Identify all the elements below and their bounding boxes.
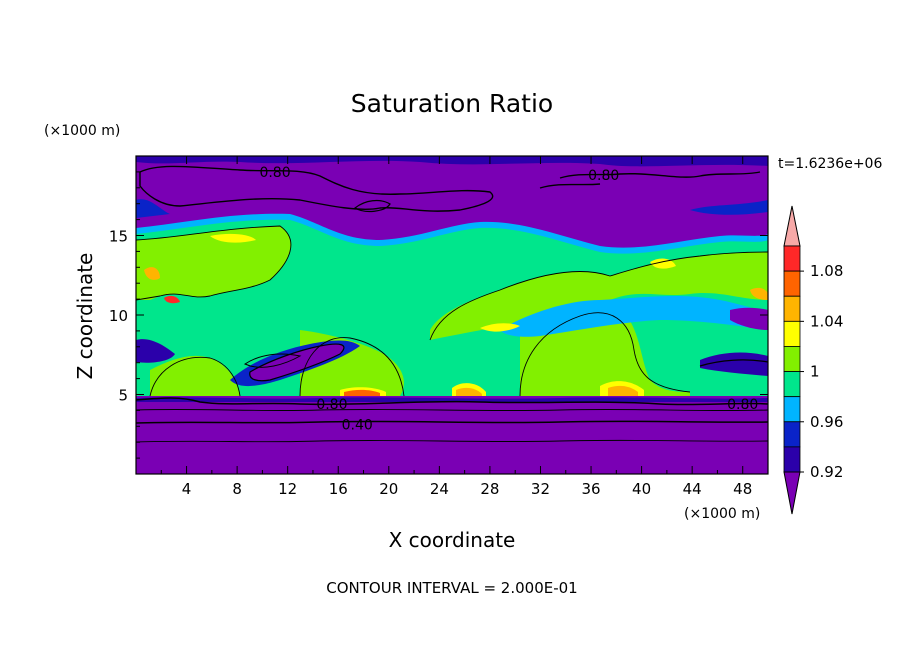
contour-line-040 <box>136 420 768 424</box>
x-tick-label: 32 <box>531 480 550 498</box>
contour-line-bottom-1 <box>136 408 768 412</box>
field-bottom-purple <box>136 396 768 474</box>
chart-title: Saturation Ratio <box>351 89 553 118</box>
contour-line-intrusion-right <box>699 359 768 367</box>
colorbar-segment <box>783 245 801 272</box>
x-tick-label: 48 <box>733 480 752 498</box>
y-tick-label: 15 <box>109 228 128 246</box>
colorbar-segment <box>783 446 801 473</box>
contour-line-lower-left <box>149 356 241 397</box>
colorbar-tick-label: 1.04 <box>810 312 843 330</box>
y-tick-label: 5 <box>118 387 128 405</box>
x-tick-label: 28 <box>480 480 499 498</box>
x-tick-label: 4 <box>182 480 192 498</box>
field-green-right <box>430 252 768 340</box>
contour-line-intrusion-left <box>249 343 345 382</box>
colorbar-bottom-triangle <box>783 471 801 515</box>
field-green-left-lower <box>150 355 240 396</box>
x-axis-label: X coordinate <box>389 528 516 552</box>
colorbar-segment <box>783 295 801 322</box>
contour-label: 0.80 <box>259 165 290 181</box>
colorbar-tick-label: 1 <box>810 363 820 381</box>
colorbar: 0.92 0.96 1 1.04 1.08 <box>783 205 843 515</box>
field-warm-patch-7 <box>144 267 160 280</box>
field-warm-patch-8 <box>210 233 256 243</box>
colorbar-tick-label: 0.92 <box>810 463 843 481</box>
contour-label: 0.80 <box>727 397 758 413</box>
x-tick-label: 24 <box>430 480 449 498</box>
colorbar-segment <box>783 371 801 398</box>
contour-line-top-left <box>139 165 494 212</box>
colorbar-segment <box>783 270 801 297</box>
field-warm-patch-12 <box>750 287 768 300</box>
colorbar-segment <box>783 346 801 372</box>
x-tick-label: 16 <box>329 480 348 498</box>
field-warm-patch-11 <box>650 258 676 269</box>
contour-line-top-right <box>539 171 761 189</box>
contour-field <box>136 156 768 474</box>
x-tick-label: 44 <box>683 480 702 498</box>
contour-line-080-lower <box>136 397 768 406</box>
contour-label: 0.80 <box>588 168 619 184</box>
field-warm-patch-6 <box>608 385 638 396</box>
contour-label: 0.80 <box>316 397 347 413</box>
time-label: t=1.6236e+06 <box>778 156 882 172</box>
y-axis-label: Z coordinate <box>73 253 97 380</box>
colorbar-segment <box>783 421 801 448</box>
x-axis-ticks: 4 8 12 16 20 24 28 32 36 40 44 48 <box>160 156 752 498</box>
contour-line-bottom-2 <box>136 439 768 443</box>
field-purple-intrusion-farright <box>700 352 768 376</box>
colorbar-tick-label: 0.96 <box>810 413 843 431</box>
colorbar-segment <box>783 320 801 347</box>
field-warm-patch-10 <box>480 323 520 332</box>
colorbar-top-triangle <box>783 205 801 247</box>
field-blue-intrusion-right <box>500 295 768 337</box>
y-unit-label: (×1000 m) <box>44 123 120 139</box>
field-purple-intrusion-right <box>730 307 768 330</box>
x-tick-label: 8 <box>232 480 242 498</box>
contour-line-mid-left <box>299 337 405 397</box>
field-warm-patch-2 <box>344 389 380 396</box>
contour-labels: 0.80 0.80 0.80 0.80 0.40 <box>259 165 758 434</box>
colorbar-tick-label: 1.08 <box>810 262 843 280</box>
x-unit-label: (×1000 m) <box>684 506 760 522</box>
contour-line-top-mid <box>353 199 391 213</box>
x-tick-label: 40 <box>632 480 651 498</box>
contour-interval-label: CONTOUR INTERVAL = 2.000E-01 <box>326 579 577 597</box>
contour-line-green-right <box>429 251 768 341</box>
contour-line-intrusion-left-2 <box>243 353 302 368</box>
field-bottom-dark-strip <box>136 397 768 402</box>
x-tick-label: 12 <box>278 480 297 498</box>
field-green-upper <box>136 226 291 300</box>
field-warm-patch-4 <box>456 387 482 396</box>
y-tick-label: 10 <box>109 307 128 325</box>
field-warm-patch-9 <box>164 295 180 304</box>
y-axis-ticks: 5 10 15 <box>109 171 768 459</box>
colorbar-segment <box>783 396 801 423</box>
field-purple-intrusion-farleft <box>136 339 175 363</box>
contour-label: 0.40 <box>342 418 373 434</box>
contour-line-green-boundary <box>136 225 292 301</box>
x-tick-label: 36 <box>581 480 600 498</box>
field-top-dark-strip <box>136 156 768 167</box>
contour-line-mid-right <box>519 312 691 397</box>
field-purple-intrusion-left <box>249 344 344 381</box>
x-tick-label: 20 <box>379 480 398 498</box>
